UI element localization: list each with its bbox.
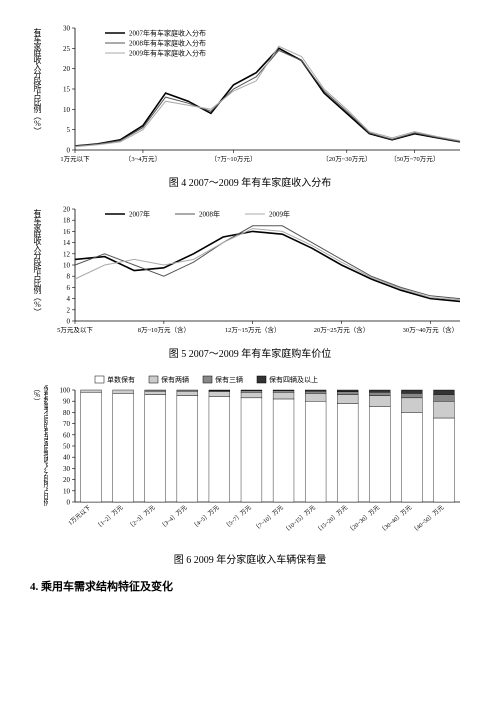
svg-text:〔1~2〕万元: 〔1~2〕万元 <box>94 504 124 531</box>
svg-text:〔40~50〕万元: 〔40~50〕万元 <box>411 504 446 535</box>
chart-3-svg: 0102030405060708090100保有数量不同的有车家庭按收入分段所占… <box>30 372 470 547</box>
svg-text:10: 10 <box>63 262 71 270</box>
chart-1: 0 5 10 15 20 25 30 1万元以下 〔3~4万元〕 〔7万~10万元〕 〔20万~30… <box>30 20 470 189</box>
svg-text:〔4~5〕万元: 〔4~5〕万元 <box>191 504 221 531</box>
svg-text:1万元以下: 1万元以下 <box>67 504 92 527</box>
svg-text:50: 50 <box>63 443 71 451</box>
svg-text:0: 0 <box>67 147 71 155</box>
svg-text:100: 100 <box>60 387 71 395</box>
svg-text:60: 60 <box>63 431 71 439</box>
svg-text:2009年有车家庭收入分布: 2009年有车家庭收入分布 <box>129 49 206 58</box>
svg-text:10: 10 <box>63 487 71 495</box>
svg-text:保有四辆及以上: 保有四辆及以上 <box>269 375 318 384</box>
svg-text:20万~25万元（含）: 20万~25万元（含） <box>314 325 370 334</box>
svg-text:6: 6 <box>67 284 71 292</box>
svg-text:2008年有车家庭收入分布: 2008年有车家庭收入分布 <box>129 39 206 48</box>
svg-text:8万~10万元（含）: 8万~10万元（含） <box>138 325 190 334</box>
svg-text:保有两辆: 保有两辆 <box>161 375 189 384</box>
svg-text:〔2~3〕万元: 〔2~3〕万元 <box>127 504 157 531</box>
svg-text:〔15~20〕万元: 〔15~20〕万元 <box>314 504 349 535</box>
svg-text:18: 18 <box>63 217 71 225</box>
svg-text:2008年: 2008年 <box>199 210 220 219</box>
svg-text:30: 30 <box>63 465 71 473</box>
chart-1-svg: 0 5 10 15 20 25 30 1万元以下 〔3~4万元〕 〔7万~10万元〕 〔20万~30… <box>30 20 470 170</box>
svg-text:5万元及以下: 5万元及以下 <box>57 326 93 334</box>
svg-text:4: 4 <box>67 295 71 303</box>
svg-text:〔20万~30万元〕: 〔20万~30万元〕 <box>322 155 371 163</box>
svg-text:30: 30 <box>63 25 71 33</box>
svg-text:8: 8 <box>67 273 71 281</box>
svg-text:10: 10 <box>63 106 71 114</box>
chart-3-caption: 图 6 2009 年分家庭收入车辆保有量 <box>30 551 470 566</box>
svg-text:40: 40 <box>63 454 71 462</box>
svg-text:〔3~4〕万元: 〔3~4〕万元 <box>159 504 189 531</box>
svg-text:〔30~40〕万元: 〔30~40〕万元 <box>379 504 414 535</box>
svg-text:0: 0 <box>67 499 71 507</box>
svg-text:0: 0 <box>67 318 71 326</box>
svg-text:90: 90 <box>63 398 71 406</box>
svg-text:保有三辆: 保有三辆 <box>215 375 243 384</box>
svg-text:〔7万~10万元〕: 〔7万~10万元〕 <box>211 155 257 163</box>
svg-text:单数保有: 单数保有 <box>107 375 135 384</box>
svg-text:14: 14 <box>63 239 71 247</box>
svg-text:80: 80 <box>63 409 71 417</box>
svg-text:1万元以下: 1万元以下 <box>60 155 90 163</box>
svg-text:〔5~7〕万元: 〔5~7〕万元 <box>223 504 253 531</box>
svg-text:30万~40万元（含）: 30万~40万元（含） <box>403 325 459 334</box>
section-heading: 4. 乘用车需求结构特征及变化 <box>30 578 470 594</box>
chart-2: 0 2 4 6 8 10 12 14 16 18 20 5万元及以下 8万~10万元（含） 12万~15万… <box>30 201 470 360</box>
svg-text:20: 20 <box>63 206 71 214</box>
svg-text:70: 70 <box>63 420 71 428</box>
svg-text:25: 25 <box>63 45 71 53</box>
svg-text:〔20~30〕万元: 〔20~30〕万元 <box>347 504 382 535</box>
svg-text:5: 5 <box>67 126 71 134</box>
chart-3: 0102030405060708090100保有数量不同的有车家庭按收入分段所占… <box>30 372 470 566</box>
svg-text:15: 15 <box>63 86 71 94</box>
svg-text:〔10~15〕万元: 〔10~15〕万元 <box>282 504 317 535</box>
svg-text:〔50万~70万元〕: 〔50万~70万元〕 <box>390 155 439 163</box>
svg-text:20: 20 <box>63 65 71 73</box>
svg-text:2007年: 2007年 <box>129 210 150 219</box>
chart-1-caption: 图 4 2007～2009 年有车家庭收入分布 <box>30 174 470 189</box>
chart-2-svg: 0 2 4 6 8 10 12 14 16 18 20 5万元及以下 8万~10万元（含） 12万~15万… <box>30 201 470 341</box>
svg-text:〔3~4万元〕: 〔3~4万元〕 <box>125 155 161 163</box>
svg-text:20: 20 <box>63 476 71 484</box>
svg-text:〔7~10〕万元: 〔7~10〕万元 <box>253 504 285 533</box>
svg-text:2007年有车家庭收入分布: 2007年有车家庭收入分布 <box>129 29 206 38</box>
svg-text:12万~15万元（含）: 12万~15万元（含） <box>225 325 281 334</box>
svg-text:12: 12 <box>63 250 71 258</box>
svg-text:16: 16 <box>63 228 71 236</box>
svg-text:2009年: 2009年 <box>269 210 290 219</box>
chart-2-caption: 图 5 2007～2009 年有车家庭购车价位 <box>30 345 470 360</box>
svg-text:2: 2 <box>67 306 71 314</box>
